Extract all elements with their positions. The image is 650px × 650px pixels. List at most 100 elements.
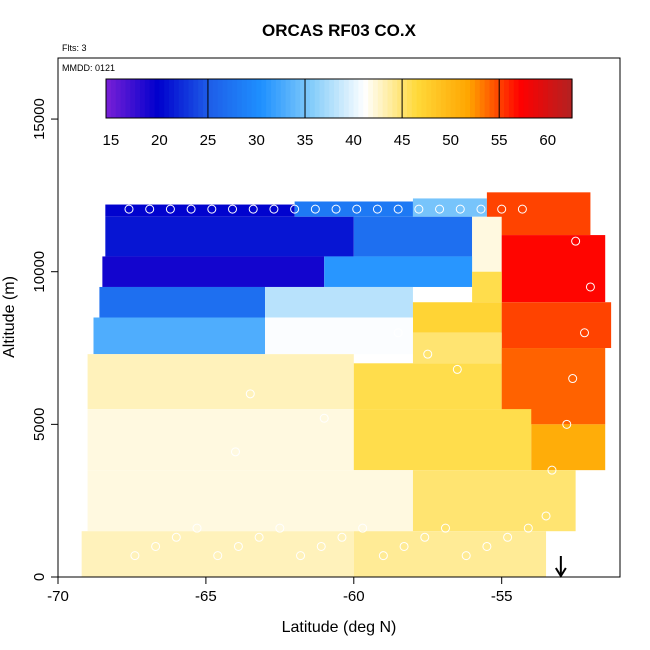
colorbar-tick-label: 20	[151, 132, 168, 149]
colorbar-swatch	[198, 79, 204, 118]
heatmap-cell	[87, 470, 413, 532]
sample-point	[151, 541, 161, 551]
colorbar-tick-label: 50	[442, 132, 459, 149]
heatmap-cell	[353, 531, 547, 577]
sample-point	[440, 523, 450, 533]
colorbar-swatch	[372, 79, 379, 118]
sample-point	[476, 204, 486, 214]
arrow-head	[554, 567, 567, 578]
colorbar-swatch	[130, 79, 136, 118]
colorbar-swatch	[275, 79, 282, 118]
colorbar-swatch	[125, 79, 131, 118]
flights-note: Flts: 3	[62, 43, 87, 53]
colorbar-swatch	[188, 79, 194, 118]
sample-point	[319, 413, 329, 423]
colorbar-swatch	[169, 79, 175, 118]
y-axis: 0 5000 10000 15000	[31, 98, 58, 581]
colorbar-swatch	[518, 79, 525, 118]
colorbar-swatch	[508, 79, 515, 118]
colorbar-swatch	[465, 79, 471, 118]
colorbar-swatch	[450, 79, 457, 118]
sample-point	[414, 204, 424, 214]
heatmap-cell	[412, 302, 502, 333]
colorbar-swatch	[144, 79, 151, 118]
colorbar-swatch	[523, 79, 529, 118]
colorbar-swatch	[470, 79, 476, 118]
colorbar-swatch	[154, 79, 160, 118]
colorbar-swatch	[309, 79, 316, 118]
heatmap-cell	[105, 216, 354, 257]
colorbar-swatch	[474, 79, 481, 118]
colorbar-swatch	[431, 79, 437, 118]
colorbar-swatch	[217, 79, 224, 118]
colorbar-swatch	[552, 79, 559, 118]
colorbar-tick-label: 15	[103, 132, 120, 149]
colorbar-swatch	[513, 79, 520, 118]
sample-point	[399, 541, 409, 551]
sample-point	[517, 204, 527, 214]
colorbar-swatch	[334, 79, 340, 118]
plot-frame	[57, 57, 621, 578]
heatmap-cell	[412, 198, 487, 217]
colorbar-swatch	[324, 79, 330, 118]
sample-point	[145, 204, 155, 214]
colorbar-swatch	[207, 79, 214, 118]
y-tick-label: 10000	[31, 251, 48, 293]
sample-point	[269, 204, 279, 214]
heatmap-cell	[81, 531, 354, 577]
colorbar-swatch	[436, 79, 442, 118]
colorbar-swatch	[237, 79, 243, 118]
chart-title: ORCAS RF03 CO.X	[262, 21, 417, 40]
colorbar-swatch	[479, 79, 486, 118]
heatmap-cell	[294, 201, 413, 217]
sample-point	[124, 204, 134, 214]
sample-point	[585, 282, 595, 292]
colorbar-swatch	[377, 79, 384, 118]
colorbar-swatch	[528, 79, 534, 118]
sample-point	[461, 551, 471, 561]
colorbar-swatch	[542, 79, 549, 118]
sample-point	[482, 541, 492, 551]
colorbar-swatch	[339, 79, 345, 118]
heatmap-cell	[501, 235, 606, 303]
sample-point	[296, 551, 306, 561]
heatmap-cell	[501, 302, 612, 349]
sample-point	[207, 204, 217, 214]
y-tick-label: 15000	[31, 98, 48, 140]
colorbar-swatch	[411, 79, 418, 118]
colorbar-swatch	[353, 79, 360, 118]
x-tick-label: -55	[491, 588, 513, 605]
colorbar-swatch	[222, 79, 228, 118]
sample-point	[310, 204, 320, 214]
sample-point	[455, 204, 465, 214]
heatmap-cell	[531, 424, 606, 471]
colorbar-swatch	[115, 79, 122, 118]
heatmap-cell	[472, 216, 502, 272]
colorbar-swatch	[266, 79, 272, 118]
heatmap-cell	[486, 192, 591, 236]
colorbar-swatch	[203, 79, 209, 118]
colorbar-swatch	[358, 79, 364, 118]
sample-point	[372, 204, 382, 214]
sample-points-layer	[124, 204, 595, 561]
sample-point	[254, 532, 264, 542]
colorbar-swatch	[392, 79, 398, 118]
sample-point	[547, 465, 557, 475]
sample-point	[503, 532, 513, 542]
colorbar-swatch	[329, 79, 335, 118]
colorbar-swatch	[382, 79, 389, 118]
sample-point	[316, 541, 326, 551]
colorbar-swatch	[256, 79, 262, 118]
heatmap-cell	[412, 332, 502, 364]
colorbar-swatch	[246, 79, 253, 118]
colorbar-swatch	[421, 79, 427, 118]
heatmap-cell	[353, 363, 502, 410]
colorbar-swatch	[251, 79, 258, 118]
x-tick-label: -65	[195, 588, 217, 605]
y-tick-label: 0	[31, 573, 48, 581]
colorbar-swatch	[280, 79, 287, 118]
x-tick-label: -60	[343, 588, 365, 605]
colorbar-swatch	[484, 79, 491, 118]
colorbar-tick-label: 55	[491, 132, 508, 149]
sample-point	[393, 204, 403, 214]
